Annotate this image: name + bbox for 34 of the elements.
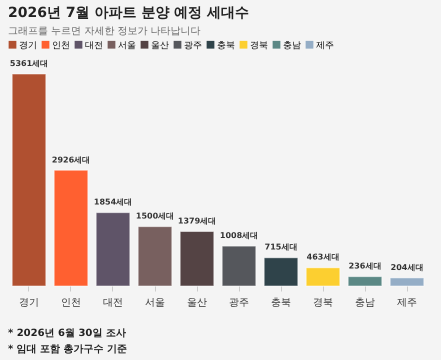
legend-label: 경북: [250, 40, 268, 51]
data-label: 204세대: [390, 262, 424, 272]
legend-label: 제주: [316, 40, 334, 51]
data-label: 1008세대: [220, 231, 258, 240]
legend-label: 대전: [85, 40, 103, 51]
x-tick-label: 제주: [397, 298, 417, 308]
data-label: 715세대: [264, 242, 298, 252]
x-tick-label: 대전: [103, 298, 123, 308]
x-tick-label: 충남: [355, 298, 375, 308]
chart-subtitle: 그래프를 누르면 자세한 정보가 나타납니다: [8, 26, 201, 37]
legend-label: 충북: [217, 40, 235, 51]
x-tick-label: 경북: [313, 298, 333, 308]
x-tick-label: 울산: [187, 298, 207, 308]
data-label: 1854세대: [94, 198, 132, 207]
legend-label: 경기: [19, 40, 37, 51]
data-label: 236세대: [348, 262, 382, 271]
legend-label: 울산: [151, 40, 169, 51]
legend-label: 서울: [118, 40, 136, 51]
legend-label: 인천: [52, 40, 70, 51]
legend-label: 충남: [283, 40, 301, 51]
x-tick-label: 서울: [145, 298, 165, 308]
chart-title: 2026년 7월 아파트 분양 예정 세대수: [8, 5, 250, 21]
x-tick-label: 광주: [229, 298, 249, 308]
x-tick-label: 인천: [61, 298, 81, 308]
text: * 임대 포함 총가구수 기준: [8, 343, 128, 357]
data-label: 1379세대: [178, 216, 216, 226]
data-label: 463세대: [306, 252, 340, 262]
data-label: 5361세대: [10, 59, 48, 68]
text: * 2026년 6월 30일 조사: [8, 327, 127, 341]
data-label: 2926세대: [52, 155, 90, 164]
x-tick-label: 충북: [271, 298, 291, 308]
legend-label: 광주: [184, 40, 202, 51]
x-tick-label: 경기: [19, 298, 39, 308]
data-label: 1500세대: [136, 212, 174, 221]
